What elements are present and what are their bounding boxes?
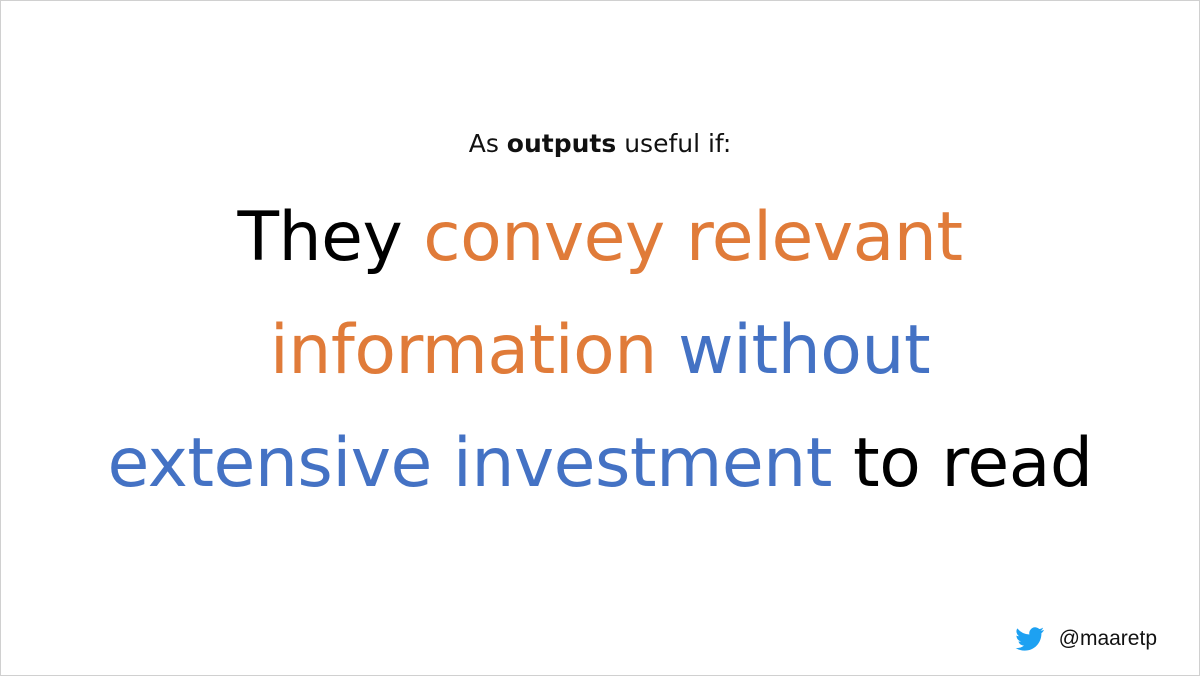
twitter-handle: @maaretp (1058, 627, 1157, 650)
headline-segment: information (269, 311, 678, 390)
slide-footer: @maaretp (1015, 627, 1157, 651)
subtitle-prefix: As (468, 129, 507, 158)
subtitle-suffix: useful if: (616, 129, 732, 158)
headline-segment: convey relevant (423, 198, 963, 277)
slide-headline: They convey relevant information without… (1, 181, 1199, 520)
twitter-bird-shape (1015, 627, 1044, 651)
headline-segment: to read (853, 424, 1093, 503)
twitter-bird-icon (1015, 627, 1044, 651)
headline-line-1: They convey relevant (1, 181, 1199, 294)
headline-line-2: information without (1, 294, 1199, 407)
headline-segment: They (237, 198, 424, 277)
subtitle-emphasis: outputs (506, 129, 617, 158)
headline-segment: extensive investment (107, 424, 854, 503)
headline-line-3: extensive investment to read (1, 407, 1199, 520)
headline-segment: without (677, 311, 931, 390)
slide-subtitle: As outputs useful if: (1, 129, 1199, 158)
